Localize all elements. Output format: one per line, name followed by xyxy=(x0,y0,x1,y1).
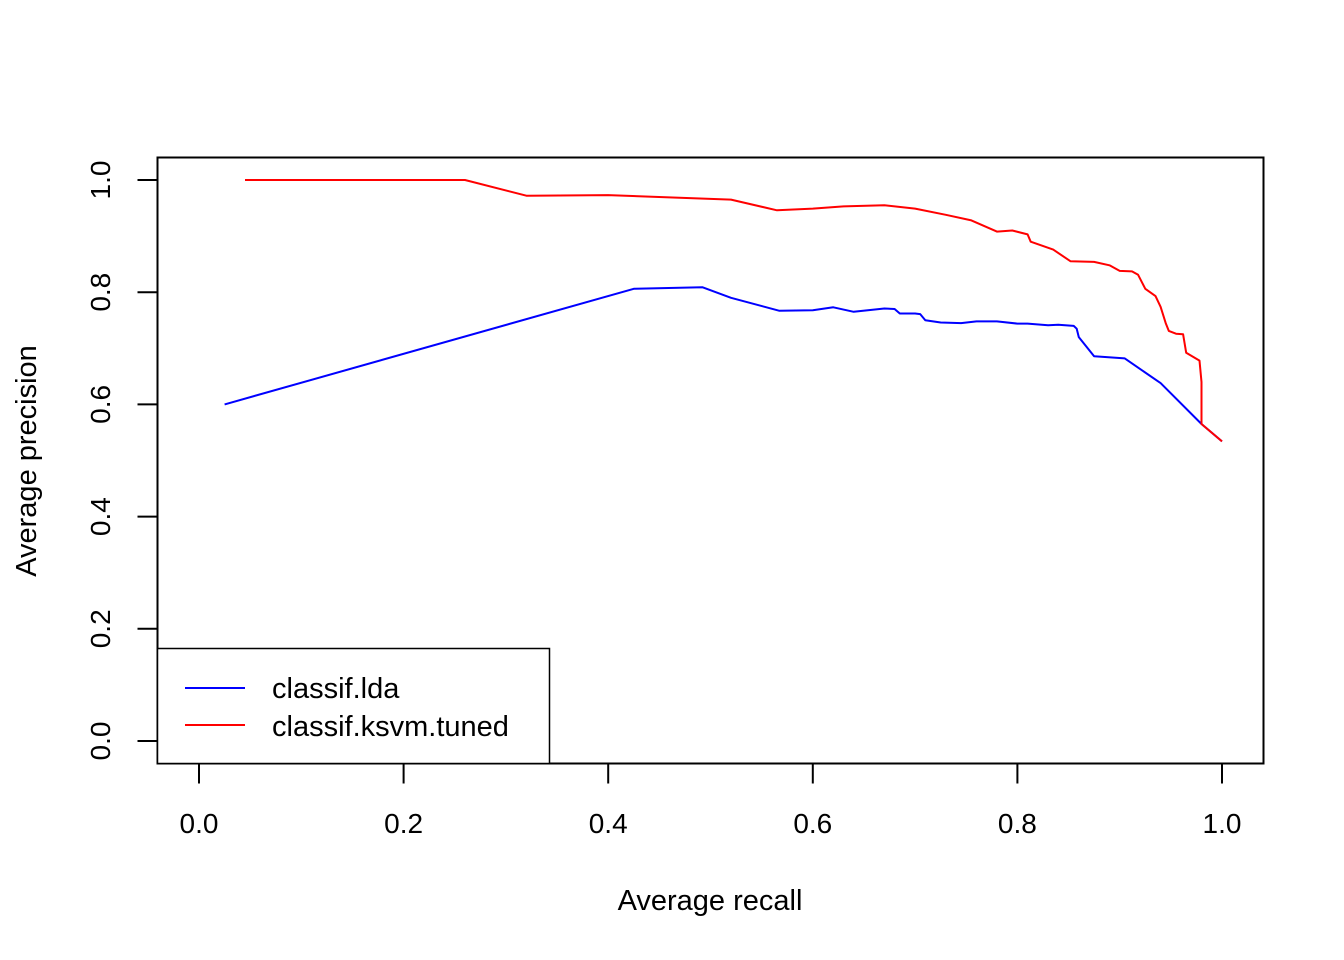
y-tick-label: 0.2 xyxy=(85,609,116,648)
x-tick-label: 1.0 xyxy=(1203,808,1242,839)
y-tick-label: 0.8 xyxy=(85,273,116,312)
series-line-lda xyxy=(224,286,1223,443)
y-tick-label: 0.6 xyxy=(85,385,116,424)
x-axis: 0.0 0.2 0.4 0.6 0.8 1.0 xyxy=(180,762,1242,839)
y-axis: 0.0 0.2 0.4 0.6 0.8 1.0 xyxy=(85,161,159,761)
y-tick-label: 1.0 xyxy=(85,161,116,200)
legend-label-ksvm: classif.ksvm.tuned xyxy=(272,711,509,743)
y-axis-label: Average precision xyxy=(11,345,43,577)
x-tick-label: 0.6 xyxy=(793,808,832,839)
legend-label-lda: classif.lda xyxy=(272,673,400,705)
x-tick-label: 0.0 xyxy=(180,808,219,839)
y-tick-label: 0.0 xyxy=(85,722,116,761)
series-group xyxy=(224,179,1223,443)
legend-box xyxy=(156,647,551,765)
series-line-ksvm-tuned xyxy=(245,179,1223,443)
legend: classif.lda classif.ksvm.tuned xyxy=(156,647,551,765)
y-tick-label: 0.4 xyxy=(85,497,116,536)
x-tick-label: 0.2 xyxy=(384,808,423,839)
x-axis-label: Average recall xyxy=(618,885,803,917)
x-tick-label: 0.4 xyxy=(589,808,628,839)
x-tick-label: 0.8 xyxy=(998,808,1037,839)
